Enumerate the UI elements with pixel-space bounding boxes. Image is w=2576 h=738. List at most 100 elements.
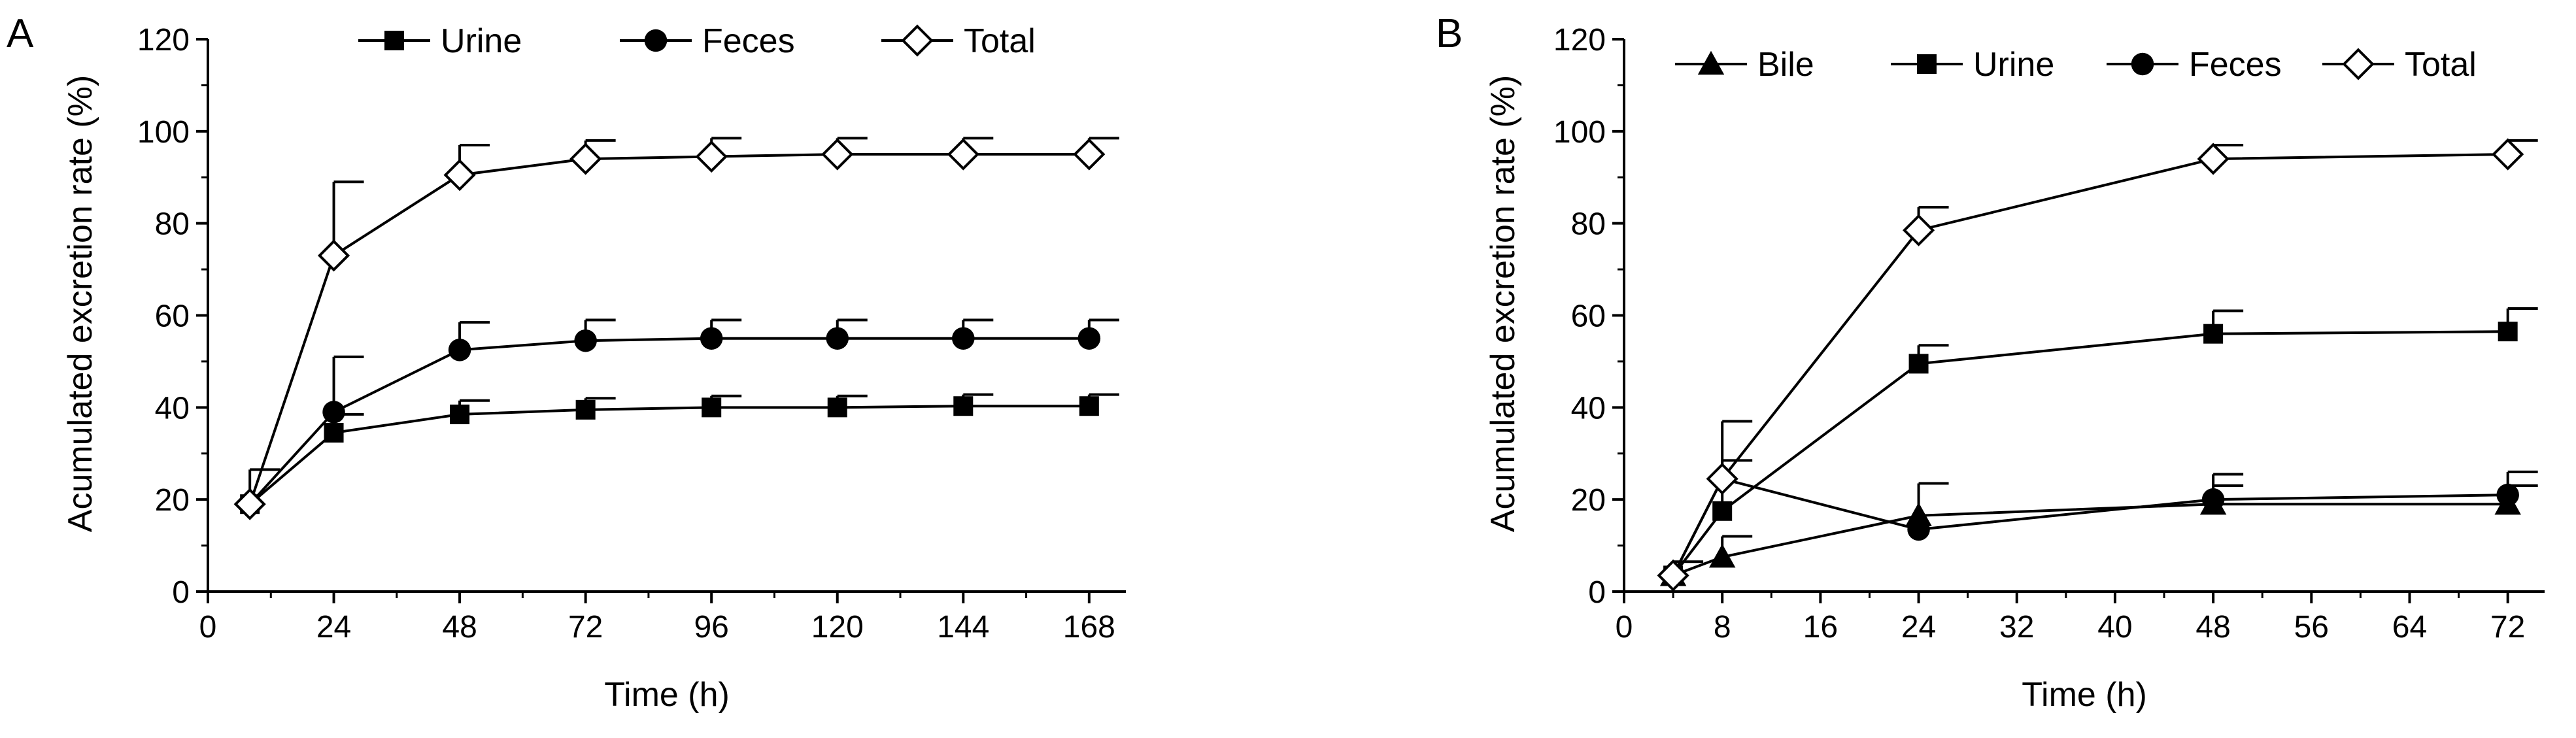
series-line — [1672, 503, 2508, 577]
data-point — [953, 396, 974, 416]
y-axis-title: Acumulated excretion rate (%) — [1484, 75, 1522, 532]
y-tick-label: 100 — [137, 115, 190, 150]
y-tick-label: 40 — [155, 391, 190, 426]
data-point — [2203, 324, 2224, 344]
legend-item-urine: Urine — [1891, 46, 2054, 84]
series-total — [233, 137, 1119, 520]
data-point — [2492, 138, 2524, 171]
legend-label: Total — [964, 22, 1036, 60]
y-axis-title: Acumulated excretion rate (%) — [61, 75, 99, 532]
legend-marker — [384, 31, 404, 50]
legend-item-total: Total — [881, 22, 1036, 60]
data-point — [574, 329, 597, 352]
y-tick-label: 120 — [137, 23, 190, 58]
legend-item-bile: Bile — [1675, 46, 1814, 84]
data-point — [2197, 143, 2229, 175]
data-point — [1708, 543, 1736, 568]
x-tick-label: 56 — [2294, 610, 2329, 645]
data-point — [826, 327, 849, 350]
x-tick-label: 96 — [694, 610, 728, 645]
data-point — [575, 399, 596, 420]
y-tick-label: 0 — [172, 575, 190, 610]
x-tick-label: 0 — [1616, 610, 1633, 645]
series-urine — [240, 393, 1119, 514]
data-point — [1073, 138, 1106, 171]
y-tick-label: 60 — [1571, 299, 1606, 334]
series-line — [1672, 477, 2508, 577]
x-axis-title: Time (h) — [2022, 676, 2147, 714]
x-tick-label: 16 — [1803, 610, 1838, 645]
legend-marker — [644, 29, 668, 52]
legend-item-total: Total — [2322, 46, 2477, 84]
x-tick-label: 24 — [316, 610, 351, 645]
series-feces — [238, 318, 1119, 516]
y-tick-label: 40 — [1571, 391, 1606, 426]
series-line — [248, 337, 1089, 505]
data-point — [317, 239, 350, 272]
series-feces — [1661, 467, 2538, 587]
data-point — [322, 401, 345, 424]
x-tick-label: 120 — [811, 610, 864, 645]
y-tick-label: 80 — [1571, 207, 1606, 242]
panel-a: A 0 20 40 60 80 100 120 0 24 48 72 96 120 144 168 Time (… — [7, 11, 1126, 714]
panel-b: B 0 20 40 60 80 100 120 0 8 16 24 32 40 48 56 64 72 Time (… — [1436, 11, 2545, 714]
data-point — [324, 423, 344, 443]
x-tick-label: 48 — [2195, 610, 2230, 645]
series-line — [248, 153, 1089, 505]
legend-item-urine: Urine — [358, 22, 522, 60]
legend-marker — [1917, 54, 1937, 74]
legend-label: Urine — [1973, 46, 2054, 84]
series-urine — [1663, 307, 2538, 586]
y-tick-label: 120 — [1553, 23, 1606, 58]
data-point — [1706, 462, 1738, 495]
legend-item-feces: Feces — [2107, 46, 2282, 84]
x-tick-label: 168 — [1063, 610, 1115, 645]
y-tick-label: 80 — [155, 207, 190, 242]
data-point — [448, 339, 471, 361]
data-point — [1657, 559, 1689, 592]
legend-item-feces: Feces — [620, 22, 795, 60]
y-tick-label: 0 — [1588, 575, 1606, 610]
y-tick-label: 60 — [155, 299, 190, 334]
data-point — [1907, 518, 1930, 541]
data-point — [2498, 322, 2518, 342]
x-tick-label: 72 — [2490, 610, 2525, 645]
data-point — [1712, 501, 1733, 521]
x-tick-label: 8 — [1714, 610, 1731, 645]
data-point — [233, 488, 266, 520]
data-point — [702, 397, 722, 418]
data-point — [450, 404, 470, 424]
data-point — [2496, 483, 2519, 507]
x-tick-label: 144 — [937, 610, 989, 645]
x-axis-title: Time (h) — [604, 676, 730, 714]
x-tick-label: 72 — [568, 610, 603, 645]
data-point — [1079, 396, 1099, 416]
panel-label: A — [7, 11, 34, 56]
data-point — [695, 140, 728, 173]
x-tick-label: 32 — [1999, 610, 2034, 645]
series-total — [1657, 138, 2538, 592]
series-line — [1672, 330, 2508, 577]
x-tick-label: 0 — [199, 610, 217, 645]
data-point — [947, 138, 979, 171]
legend-marker — [2131, 52, 2154, 76]
data-point — [443, 159, 476, 192]
legend-marker — [1697, 50, 1725, 75]
data-point — [1902, 214, 1935, 246]
data-point — [569, 143, 602, 175]
data-point — [827, 397, 847, 418]
y-tick-label: 100 — [1553, 115, 1606, 150]
legend-label: Urine — [441, 22, 522, 60]
y-tick-label: 20 — [1571, 483, 1606, 518]
x-tick-label: 40 — [2097, 610, 2132, 645]
series-line — [248, 405, 1089, 505]
legend-marker — [901, 24, 934, 57]
legend-label: Total — [2405, 46, 2477, 84]
x-tick-label: 64 — [2392, 610, 2427, 645]
x-tick-label: 24 — [1901, 610, 1936, 645]
data-point — [821, 138, 854, 171]
data-point — [700, 327, 723, 350]
legend-label: Feces — [702, 22, 795, 60]
